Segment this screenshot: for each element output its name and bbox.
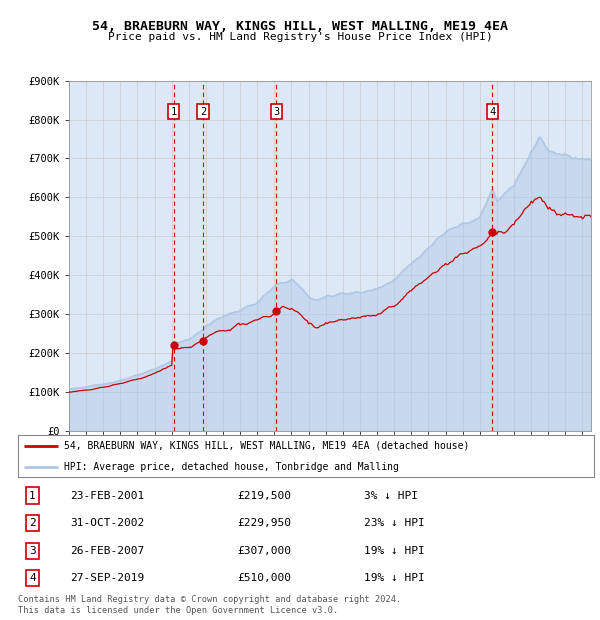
Text: 54, BRAEBURN WAY, KINGS HILL, WEST MALLING, ME19 4EA: 54, BRAEBURN WAY, KINGS HILL, WEST MALLI…	[92, 20, 508, 33]
Text: 4: 4	[29, 574, 36, 583]
Text: 1: 1	[29, 490, 36, 500]
Text: 3: 3	[274, 107, 280, 117]
Text: 3: 3	[29, 546, 36, 556]
Text: 2: 2	[29, 518, 36, 528]
Text: 54, BRAEBURN WAY, KINGS HILL, WEST MALLING, ME19 4EA (detached house): 54, BRAEBURN WAY, KINGS HILL, WEST MALLI…	[64, 441, 469, 451]
Text: 23-FEB-2001: 23-FEB-2001	[70, 490, 144, 500]
Text: 19% ↓ HPI: 19% ↓ HPI	[364, 546, 424, 556]
Text: 2: 2	[200, 107, 206, 117]
Text: 3% ↓ HPI: 3% ↓ HPI	[364, 490, 418, 500]
Text: 19% ↓ HPI: 19% ↓ HPI	[364, 574, 424, 583]
Text: Contains HM Land Registry data © Crown copyright and database right 2024.
This d: Contains HM Land Registry data © Crown c…	[18, 595, 401, 614]
Text: 4: 4	[489, 107, 496, 117]
Text: 23% ↓ HPI: 23% ↓ HPI	[364, 518, 424, 528]
Text: 31-OCT-2002: 31-OCT-2002	[70, 518, 144, 528]
Text: £229,950: £229,950	[237, 518, 291, 528]
Text: 26-FEB-2007: 26-FEB-2007	[70, 546, 144, 556]
Text: HPI: Average price, detached house, Tonbridge and Malling: HPI: Average price, detached house, Tonb…	[64, 462, 399, 472]
Text: 27-SEP-2019: 27-SEP-2019	[70, 574, 144, 583]
Text: £219,500: £219,500	[237, 490, 291, 500]
Text: Price paid vs. HM Land Registry's House Price Index (HPI): Price paid vs. HM Land Registry's House …	[107, 32, 493, 42]
Text: 1: 1	[170, 107, 177, 117]
Text: £510,000: £510,000	[237, 574, 291, 583]
Text: £307,000: £307,000	[237, 546, 291, 556]
